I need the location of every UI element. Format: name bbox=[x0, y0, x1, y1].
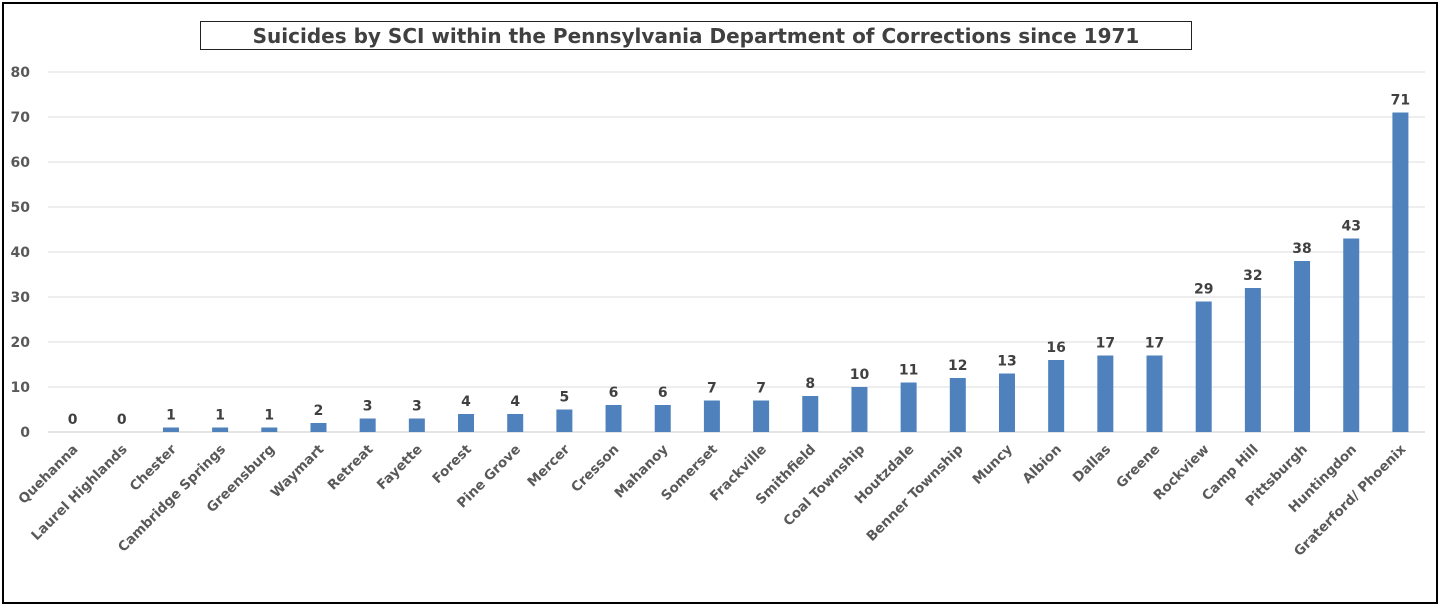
chart-title-box: Suicides by SCI within the Pennsylvania … bbox=[200, 21, 1192, 50]
bar bbox=[1392, 112, 1409, 432]
bar bbox=[162, 427, 179, 432]
chart-title: Suicides by SCI within the Pennsylvania … bbox=[252, 23, 1140, 48]
data-label: 16 bbox=[1046, 340, 1065, 356]
category-label: Mercer bbox=[524, 441, 573, 490]
data-label: 1 bbox=[166, 408, 176, 424]
bar bbox=[900, 382, 917, 432]
bar bbox=[310, 423, 327, 432]
bar bbox=[556, 409, 573, 432]
data-label: 7 bbox=[756, 381, 766, 397]
category-label: Muncy bbox=[970, 441, 1016, 487]
bar bbox=[998, 373, 1015, 432]
bar bbox=[1244, 288, 1261, 432]
data-label: 1 bbox=[264, 408, 274, 424]
bar bbox=[851, 387, 868, 432]
data-label: 6 bbox=[609, 385, 619, 401]
data-label: 5 bbox=[560, 390, 570, 406]
data-label: 43 bbox=[1341, 219, 1360, 235]
bar bbox=[507, 414, 524, 432]
data-label: 2 bbox=[314, 403, 324, 419]
data-label: 0 bbox=[68, 412, 78, 428]
bar bbox=[654, 405, 671, 432]
data-label: 4 bbox=[510, 394, 520, 410]
bar bbox=[1343, 238, 1360, 432]
y-tick-label: 30 bbox=[11, 290, 31, 306]
data-label: 32 bbox=[1243, 268, 1262, 284]
bar bbox=[212, 427, 229, 432]
y-tick-label: 70 bbox=[11, 110, 31, 126]
y-tick-label: 0 bbox=[20, 425, 30, 441]
y-tick-label: 50 bbox=[11, 200, 31, 216]
data-label: 29 bbox=[1194, 282, 1213, 298]
category-label: Fayette bbox=[374, 442, 426, 494]
bar bbox=[1195, 301, 1212, 432]
data-label: 0 bbox=[117, 412, 127, 428]
bar bbox=[1294, 261, 1311, 432]
data-label: 7 bbox=[707, 381, 717, 397]
y-tick-label: 40 bbox=[11, 245, 31, 261]
y-tick-label: 20 bbox=[11, 335, 31, 351]
data-label: 11 bbox=[899, 363, 918, 379]
category-label: Benner Township bbox=[863, 441, 966, 544]
data-label: 1 bbox=[215, 408, 225, 424]
bar bbox=[802, 396, 819, 432]
y-tick-label: 60 bbox=[11, 155, 31, 171]
data-label: 12 bbox=[948, 358, 967, 374]
bar bbox=[949, 378, 966, 432]
category-label: Albion bbox=[1020, 442, 1065, 487]
data-label: 17 bbox=[1145, 336, 1164, 352]
data-label: 10 bbox=[850, 367, 870, 383]
bars bbox=[162, 112, 1409, 432]
bar bbox=[261, 427, 278, 432]
bar bbox=[408, 418, 425, 432]
bar bbox=[1146, 355, 1163, 432]
data-label: 71 bbox=[1391, 93, 1410, 109]
category-label: Laurel Highlands bbox=[28, 442, 130, 544]
category-label: Dallas bbox=[1070, 442, 1114, 486]
bar bbox=[1097, 355, 1114, 432]
y-axis-ticks: 0 10 20 30 40 50 60 70 80 bbox=[11, 65, 31, 441]
data-label: 3 bbox=[363, 399, 373, 415]
y-tick-label: 10 bbox=[11, 380, 31, 396]
gridlines bbox=[48, 71, 1425, 433]
data-label: 3 bbox=[412, 399, 422, 415]
category-label: Waymart bbox=[268, 441, 328, 501]
bar bbox=[458, 414, 475, 432]
bar bbox=[1048, 360, 1065, 432]
data-label: 38 bbox=[1292, 241, 1311, 257]
data-label: 4 bbox=[461, 394, 471, 410]
bar bbox=[359, 418, 376, 432]
data-label: 6 bbox=[658, 385, 668, 401]
data-label: 8 bbox=[805, 376, 815, 392]
bar bbox=[605, 405, 622, 432]
y-tick-label: 80 bbox=[11, 65, 31, 81]
data-label: 13 bbox=[997, 354, 1016, 370]
category-label: Forest bbox=[429, 441, 475, 487]
data-label: 17 bbox=[1096, 336, 1115, 352]
category-label: Greene bbox=[1113, 442, 1163, 492]
bar bbox=[753, 400, 770, 432]
category-label: Retreat bbox=[325, 441, 377, 493]
bar bbox=[703, 400, 720, 432]
